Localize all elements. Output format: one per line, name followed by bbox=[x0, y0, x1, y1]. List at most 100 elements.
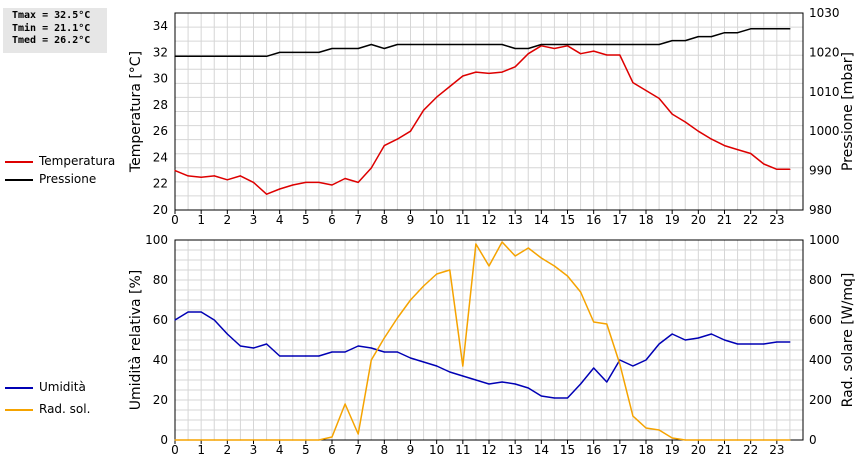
y-tick-label-left: 34 bbox=[153, 19, 168, 33]
data-point-umidit bbox=[174, 319, 176, 321]
data-point-rad-sol bbox=[409, 299, 412, 301]
data-point-temperatura bbox=[187, 175, 189, 177]
data-point-umidit bbox=[292, 355, 294, 357]
data-point-rad-sol bbox=[763, 439, 765, 441]
x-tick-label: 17 bbox=[612, 443, 627, 457]
data-point-temperatura bbox=[292, 184, 294, 186]
x-tick-label: 19 bbox=[665, 443, 680, 457]
data-point-rad-sol bbox=[357, 433, 359, 435]
data-point-rad-sol bbox=[449, 269, 451, 271]
x-tick-label: 22 bbox=[743, 443, 758, 457]
data-point-temperatura bbox=[684, 121, 686, 123]
series-points-temperatura bbox=[174, 45, 791, 195]
data-point-umidit bbox=[606, 381, 608, 383]
y-tick-label-right: 1000 bbox=[809, 124, 840, 138]
x-tick-label: 15 bbox=[560, 443, 575, 457]
data-point-temperatura bbox=[475, 71, 477, 73]
y-tick-label-left: 22 bbox=[153, 177, 168, 191]
data-point-umidit bbox=[383, 351, 385, 353]
data-point-temperatura bbox=[566, 45, 569, 47]
data-point-temperatura bbox=[776, 168, 778, 170]
data-point-pressione bbox=[776, 28, 778, 30]
data-point-umidit bbox=[357, 345, 359, 347]
data-point-rad-sol bbox=[593, 321, 595, 323]
data-point-umidit bbox=[697, 337, 699, 339]
data-point-umidit bbox=[566, 397, 569, 399]
data-point-rad-sol bbox=[462, 365, 464, 367]
y-tick-label-right: 800 bbox=[809, 273, 832, 287]
series-points-rad-sol bbox=[174, 241, 791, 441]
data-point-umidit bbox=[409, 357, 412, 359]
data-point-temperatura bbox=[723, 145, 726, 147]
data-point-pressione bbox=[671, 40, 673, 42]
legend-label-umidita: Umidità bbox=[39, 380, 86, 394]
series-line-rad-sol bbox=[175, 241, 790, 441]
y-axis-title-left: Temperatura [°C] bbox=[128, 51, 144, 173]
data-point-umidit bbox=[710, 333, 713, 335]
data-point-rad-sol bbox=[737, 439, 739, 441]
data-point-rad-sol bbox=[789, 439, 791, 441]
data-point-temperatura bbox=[383, 145, 385, 147]
data-point-rad-sol bbox=[213, 439, 215, 441]
y-tick-label-left: 28 bbox=[153, 98, 168, 112]
data-point-pressione bbox=[409, 43, 412, 46]
legend-swatch-radiazione bbox=[5, 409, 33, 411]
data-point-temperatura bbox=[488, 72, 490, 74]
data-point-umidit bbox=[684, 339, 686, 341]
data-point-temperatura bbox=[449, 85, 451, 88]
y-tick-label-left: 0 bbox=[160, 433, 168, 447]
data-point-pressione bbox=[697, 36, 699, 38]
data-point-umidit bbox=[763, 343, 765, 345]
y-axis-title-left: Umidità relativa [%] bbox=[128, 270, 144, 411]
x-tick-label: 6 bbox=[328, 443, 336, 457]
data-point-rad-sol bbox=[501, 241, 503, 243]
data-point-umidit bbox=[423, 361, 425, 363]
data-point-temperatura bbox=[671, 113, 673, 115]
series-points-pressione bbox=[174, 28, 791, 57]
y-axis-title-right: Rad. solare [W/mq] bbox=[840, 273, 856, 408]
data-point-rad-sol bbox=[226, 439, 228, 441]
data-point-pressione bbox=[763, 28, 765, 30]
data-point-umidit bbox=[776, 341, 778, 343]
data-point-pressione bbox=[331, 47, 333, 50]
data-point-umidit bbox=[370, 347, 372, 349]
legend-label-pressione: Pressione bbox=[39, 172, 97, 186]
data-point-pressione bbox=[606, 43, 608, 46]
data-point-umidit bbox=[553, 397, 556, 399]
data-point-pressione bbox=[449, 43, 451, 46]
data-point-temperatura bbox=[200, 176, 202, 178]
data-point-temperatura bbox=[619, 54, 621, 56]
x-tick-label: 23 bbox=[769, 213, 784, 227]
data-point-umidit bbox=[645, 359, 647, 361]
data-point-rad-sol bbox=[488, 265, 490, 267]
data-point-temperatura bbox=[213, 175, 215, 177]
y-tick-label-left: 24 bbox=[153, 150, 168, 164]
x-tick-label: 6 bbox=[328, 213, 336, 227]
data-point-temperatura bbox=[710, 138, 713, 140]
data-point-umidit bbox=[658, 343, 660, 345]
data-point-umidit bbox=[318, 355, 320, 357]
data-point-temperatura bbox=[174, 170, 176, 172]
data-point-temperatura bbox=[331, 184, 333, 186]
data-point-pressione bbox=[436, 43, 438, 46]
x-tick-label: 21 bbox=[717, 213, 732, 227]
x-tick-label: 19 bbox=[665, 213, 680, 227]
data-point-rad-sol bbox=[396, 317, 398, 319]
data-point-temperatura bbox=[763, 163, 765, 165]
data-point-rad-sol bbox=[750, 439, 752, 441]
data-point-rad-sol bbox=[606, 323, 608, 325]
data-point-temperatura bbox=[357, 181, 359, 183]
y-tick-label-right: 400 bbox=[809, 353, 832, 367]
data-point-rad-sol bbox=[723, 439, 726, 441]
data-point-rad-sol bbox=[710, 439, 713, 441]
data-point-rad-sol bbox=[645, 427, 647, 429]
y-tick-label-left: 30 bbox=[153, 72, 168, 86]
data-point-rad-sol bbox=[266, 439, 268, 441]
legend-label-temperatura: Temperatura bbox=[39, 154, 116, 168]
stats-tmin: Tmin = 21.1°C bbox=[12, 22, 91, 34]
data-point-rad-sol bbox=[174, 439, 176, 441]
stats-box: Tmax = 32.5°C Tmin = 21.1°C Tmed = 26.2°… bbox=[3, 8, 107, 53]
data-point-umidit bbox=[436, 365, 438, 367]
data-point-temperatura bbox=[409, 130, 412, 132]
data-point-rad-sol bbox=[318, 439, 320, 441]
